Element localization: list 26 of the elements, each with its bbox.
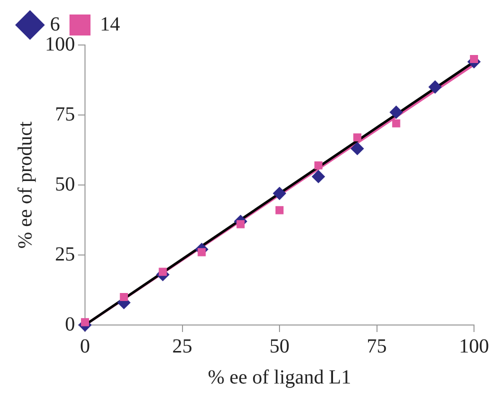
- x-tick-label: 100: [459, 335, 489, 358]
- x-tick-label: 75: [366, 335, 387, 358]
- y-tick-label: 50: [55, 173, 75, 196]
- legend-label: 6: [50, 13, 60, 36]
- point: [428, 80, 442, 94]
- x-axis-title: % ee of ligand L1: [208, 366, 352, 388]
- point: [470, 54, 478, 64]
- x-tick-label: 0: [80, 335, 90, 358]
- x-tick-label: 25: [172, 335, 192, 358]
- point: [314, 161, 322, 170]
- point: [120, 292, 128, 302]
- y-tick-label: 25: [55, 243, 75, 266]
- point: [390, 106, 403, 119]
- point: [273, 186, 286, 200]
- point: [392, 119, 400, 128]
- y-axis-title: % ee of product: [14, 120, 36, 249]
- x-tick-label: 50: [270, 335, 290, 358]
- y-tick-label: 100: [45, 33, 75, 56]
- point: [353, 133, 362, 142]
- point: [350, 142, 364, 156]
- y-tick-label: 0: [65, 313, 75, 336]
- point: [312, 170, 325, 184]
- y-tick-label: 75: [55, 103, 75, 126]
- point: [80, 318, 90, 326]
- legend-label: 14: [100, 13, 120, 36]
- point: [275, 206, 284, 214]
